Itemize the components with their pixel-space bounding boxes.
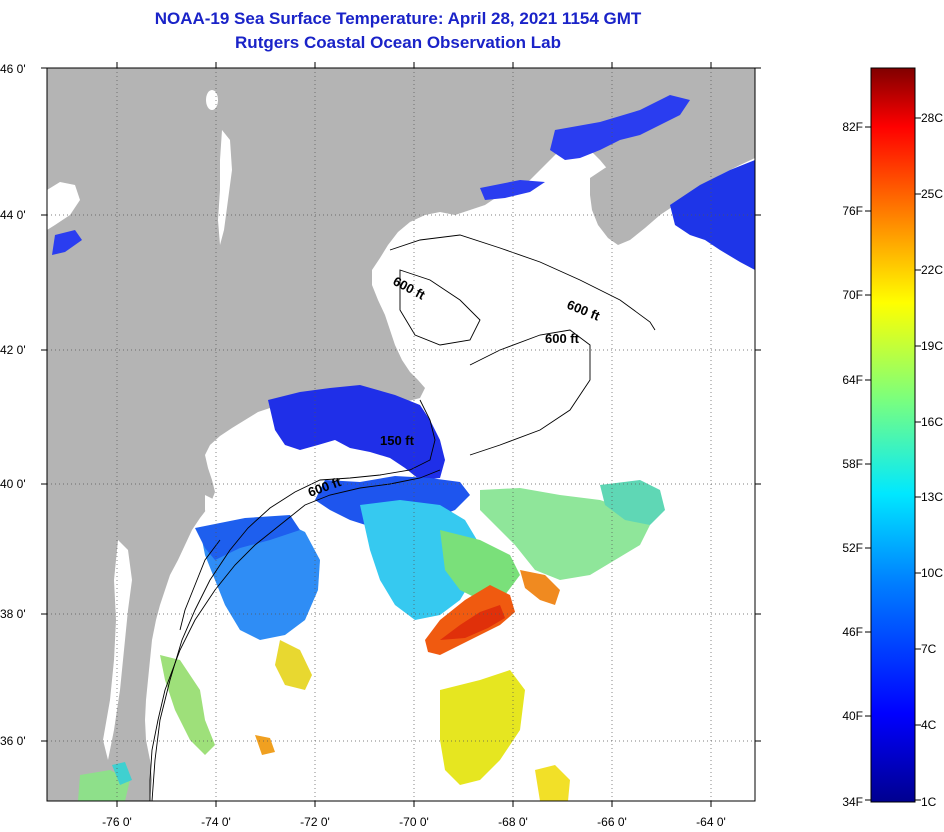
lon-label-68: -68 0' (498, 815, 528, 829)
sst-patch-cyan-bottom (112, 762, 132, 785)
cb-label-58f: 58F (842, 457, 863, 471)
cb-label-22c: 22C (921, 263, 943, 277)
contour-label-4: 150 ft (380, 433, 415, 448)
sst-patch-green-east (480, 488, 650, 580)
cb-label-52f: 52F (842, 541, 863, 555)
sst-patch-scotian (670, 160, 755, 270)
sst-patch-warm-east (520, 570, 560, 605)
land-nova-scotia (590, 145, 755, 245)
contour-nj-inner (179, 539, 221, 631)
cb-label-10c: 10C (921, 566, 943, 580)
sst-patch-yellow-2 (535, 765, 570, 801)
lat-label-36: 36 0' (0, 734, 26, 748)
bay-chesapeake (103, 540, 132, 760)
cb-label-46f: 46F (842, 625, 863, 639)
cb-label-28c: 28C (921, 111, 943, 125)
sst-patch-east-teal (600, 480, 665, 525)
cb-label-4c: 4C (921, 718, 937, 732)
lat-label-44: 44 0' (0, 208, 26, 222)
sst-patch-green-sw (160, 655, 215, 755)
lon-label-74: -74 0' (201, 815, 231, 829)
map-title: NOAA-19 Sea Surface Temperature: April 2… (154, 9, 642, 28)
contour-gom-inner (399, 269, 481, 346)
cb-label-34f: 34F (842, 795, 863, 809)
cb-label-76f: 76F (842, 204, 863, 218)
cb-label-7c: 7C (921, 642, 937, 656)
sst-patch-ontario (52, 230, 82, 255)
sst-patch-orange-sw (255, 735, 275, 755)
lat-label-46: 46 0' (0, 62, 26, 76)
sst-patch-nj-blue (195, 515, 300, 560)
cb-label-19c: 19C (921, 339, 943, 353)
cb-label-1c: 1C (921, 795, 937, 809)
cb-label-40f: 40F (842, 709, 863, 723)
lon-label-70: -70 0' (399, 815, 429, 829)
sst-patch-shelf (268, 385, 445, 480)
cb-label-70f: 70F (842, 288, 863, 302)
lat-label-42: 42 0' (0, 343, 26, 357)
cb-label-25c: 25C (921, 187, 943, 201)
cb-label-64f: 64F (842, 373, 863, 387)
lon-label-64: -64 0' (696, 815, 726, 829)
map-subtitle: Rutgers Coastal Ocean Observation Lab (235, 33, 561, 52)
sst-patch-green (440, 530, 520, 600)
lake-speck (206, 90, 218, 110)
color-bar-ticks (865, 117, 921, 801)
sst-patch-slope (360, 500, 480, 620)
map-frame (46, 67, 756, 802)
lat-label-40: 40 0' (0, 477, 26, 491)
lon-label-72: -72 0' (300, 815, 330, 829)
contour-600ft-gom (389, 234, 656, 331)
contour-georges (469, 329, 591, 456)
lat-label-38: 38 0' (0, 607, 26, 621)
cb-label-16c: 16C (921, 415, 943, 429)
sst-patch-green-bottom (78, 770, 130, 801)
sst-patch-yellow (440, 670, 525, 785)
lake-champlain (218, 130, 232, 245)
sst-patch-yellow-3 (275, 640, 312, 690)
sst-patch-gulfstream-core (440, 605, 505, 640)
contour-150ft (151, 399, 436, 801)
sst-patch-fundy (550, 95, 690, 160)
axis-ticks (41, 62, 761, 807)
color-bar: 82F 76F 70F 64F 58F 52F 46F 40F 34F 28C … (842, 67, 943, 809)
color-bar-gradient (870, 67, 916, 803)
lon-label-66: -66 0' (597, 815, 627, 829)
cb-label-13c: 13C (921, 490, 943, 504)
contour-shelf-break (149, 469, 441, 801)
lake-ontario-edge (47, 182, 80, 230)
land-mainland (47, 68, 755, 801)
contour-label-3: 600 ft (545, 331, 580, 346)
lon-label-76: -76 0' (102, 815, 132, 829)
bathymetry-contours (149, 234, 656, 801)
cb-label-82f: 82F (842, 120, 863, 134)
sst-patch-maine-coast (480, 180, 545, 200)
